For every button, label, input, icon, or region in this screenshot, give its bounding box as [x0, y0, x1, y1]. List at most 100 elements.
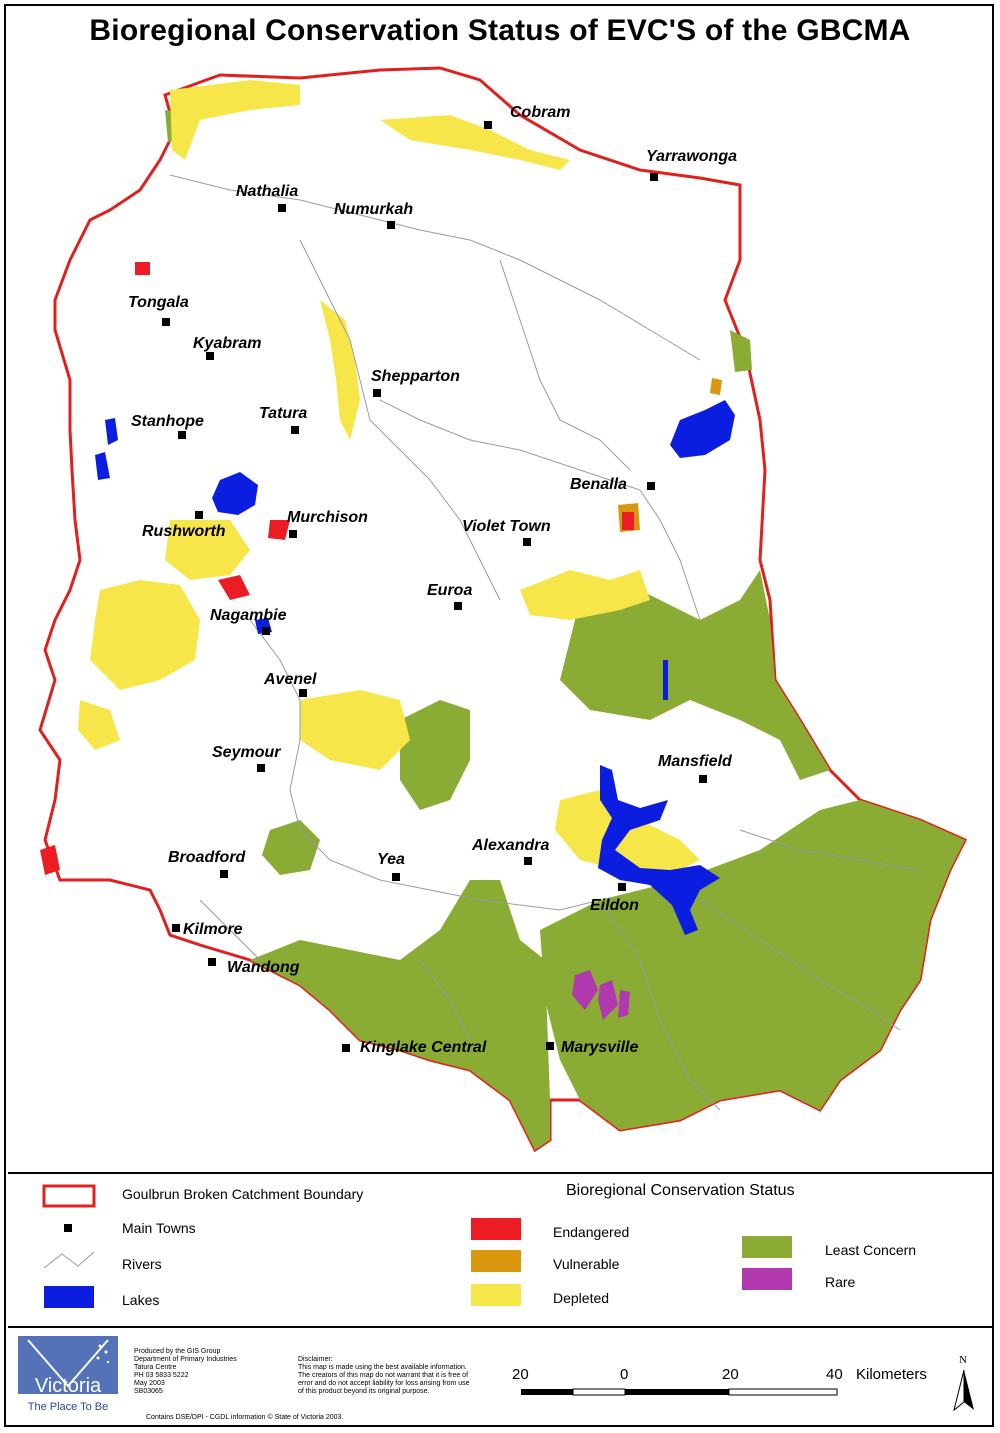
town-label: Avenel: [263, 671, 317, 688]
town-markers: Cobram Yarrawonga Nathalia Numurkah Tongala K…: [128, 104, 737, 1056]
depleted-swatch: [471, 1284, 521, 1306]
town-marker: [618, 883, 626, 891]
town-marker: [373, 389, 381, 397]
town-label: Tatura: [259, 405, 307, 422]
legend-depleted-label: Depleted: [553, 1290, 610, 1306]
town-marker: [454, 602, 462, 610]
town-marker: [208, 958, 216, 966]
depleted-areas: [78, 80, 700, 880]
north-arrow-icon: [953, 1369, 974, 1412]
least-concern-swatch: [742, 1236, 792, 1258]
lakes-swatch: [44, 1286, 94, 1308]
scale-tick-label: 0: [620, 1366, 629, 1383]
town-label: Kyabram: [193, 335, 261, 352]
copyright: Contains DSE/DPI - CGDL information © St…: [146, 1414, 344, 1421]
legend-towns-label: Main Towns: [122, 1220, 196, 1236]
lakes: [95, 400, 735, 935]
town-label: Rushworth: [142, 523, 226, 540]
least-concern-areas: [165, 110, 965, 1150]
town-label: Mansfield: [658, 753, 733, 770]
town-marker: [220, 870, 228, 878]
town-label: Nagambie: [210, 607, 287, 624]
produced-by: Produced by the GIS Group Department of …: [134, 1348, 237, 1396]
rare-areas: [572, 970, 630, 1020]
town-marker: [206, 352, 214, 360]
town-label: Murchison: [287, 509, 368, 526]
town-label: Benalla: [570, 476, 627, 493]
town-marker: [289, 530, 297, 538]
legend-rare-label: Rare: [825, 1274, 856, 1290]
town-label: Cobram: [510, 104, 570, 121]
town-marker: [299, 689, 307, 697]
produced-line: Produced by the GIS Group: [134, 1348, 221, 1355]
town-label: Marysville: [561, 1039, 638, 1056]
town-marker: [162, 318, 170, 326]
produced-line: PH 03 5833 5222: [134, 1372, 189, 1379]
disclaimer-title: Disclaimer:: [298, 1356, 333, 1363]
town-marker: [699, 775, 707, 783]
town-label: Shepparton: [371, 368, 460, 385]
town-label: Kinglake Central: [360, 1039, 487, 1056]
vulnerable-swatch: [471, 1250, 521, 1272]
disclaimer-line: The creators of this map do not warrant …: [298, 1372, 469, 1379]
town-marker: [523, 538, 531, 546]
town-marker: [524, 857, 532, 865]
town-label: Euroa: [427, 582, 472, 599]
town-label: Violet Town: [462, 518, 551, 535]
disclaimer-line: of this product beyond its original purp…: [298, 1388, 430, 1395]
town-marker: [257, 764, 265, 772]
map-title: Bioregional Conservation Status of EVC'S…: [89, 14, 911, 47]
disclaimer-line: error and do not accept liability for lo…: [298, 1380, 470, 1387]
logo-text: Victoria: [35, 1375, 102, 1397]
scale-tick-label: 40: [826, 1366, 843, 1383]
legend-boundary-label: Goulbrun Broken Catchment Boundary: [122, 1186, 364, 1202]
town-label: Yarrawonga: [646, 148, 737, 165]
footer: Victoria The Place To Be Produced by the…: [8, 1326, 992, 1425]
legend: Goulbrun Broken Catchment Boundary Main …: [8, 1172, 992, 1328]
produced-line: Tatura Centre: [134, 1364, 177, 1371]
scale-unit: Kilometers: [856, 1366, 927, 1383]
town-marker: [342, 1044, 350, 1052]
disclaimer: Disclaimer: This map is made using the b…: [298, 1356, 470, 1396]
lake-stanhope-a: [105, 418, 118, 445]
disclaimer-line: This map is made using the best availabl…: [298, 1364, 467, 1371]
town-marker: [387, 221, 395, 229]
town-marker: [291, 426, 299, 434]
victoria-logo: Victoria The Place To Be: [18, 1336, 118, 1414]
legend-endangered-label: Endangered: [553, 1224, 630, 1240]
town-label: Alexandra: [471, 837, 549, 854]
town-label: Kilmore: [183, 921, 243, 938]
town-label: Tongala: [128, 294, 189, 311]
endangered-swatch: [471, 1218, 521, 1240]
town-label: Wandong: [227, 959, 300, 976]
legend-vulnerable-label: Vulnerable: [553, 1256, 620, 1272]
town-marker: [650, 173, 658, 181]
endangered-areas: [40, 262, 634, 875]
town-marker: [172, 924, 180, 932]
victoria-logo-graphic: Victoria The Place To Be: [18, 1336, 118, 1413]
town-label: Stanhope: [131, 413, 204, 430]
scale-tick-label: 20: [722, 1366, 739, 1383]
produced-line: Department of Primary Industries: [134, 1356, 237, 1363]
town-swatch: [64, 1224, 72, 1232]
town-marker: [178, 431, 186, 439]
catchment-map: Cobram Yarrawonga Nathalia Numurkah Tongala K…: [38, 66, 968, 1153]
river-channel: [663, 660, 668, 700]
rivers: [169, 174, 921, 1111]
town-label: Broadford: [168, 849, 247, 866]
legend-lakes-label: Lakes: [122, 1292, 160, 1308]
lake-mokoan: [670, 400, 735, 458]
rare-swatch: [742, 1268, 792, 1290]
town-marker: [262, 627, 270, 635]
town-marker: [195, 511, 203, 519]
lake-stanhope-b: [95, 452, 110, 480]
lake-waranga: [212, 472, 258, 515]
produced-line: May 2003: [134, 1380, 165, 1387]
scale-tick-label: 20: [512, 1366, 529, 1383]
town-label: Eildon: [590, 897, 639, 914]
town-marker: [392, 873, 400, 881]
logo-tagline: The Place To Be: [28, 1401, 109, 1413]
boundary-swatch: [42, 1184, 96, 1208]
town-label: Yea: [377, 851, 405, 868]
town-marker: [546, 1042, 554, 1050]
